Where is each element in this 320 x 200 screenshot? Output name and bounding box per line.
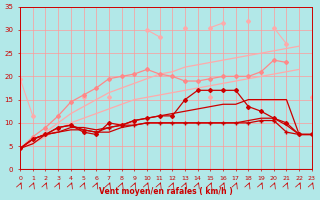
X-axis label: Vent moyen/en rafales ( km/h ): Vent moyen/en rafales ( km/h ) [99, 187, 233, 196]
